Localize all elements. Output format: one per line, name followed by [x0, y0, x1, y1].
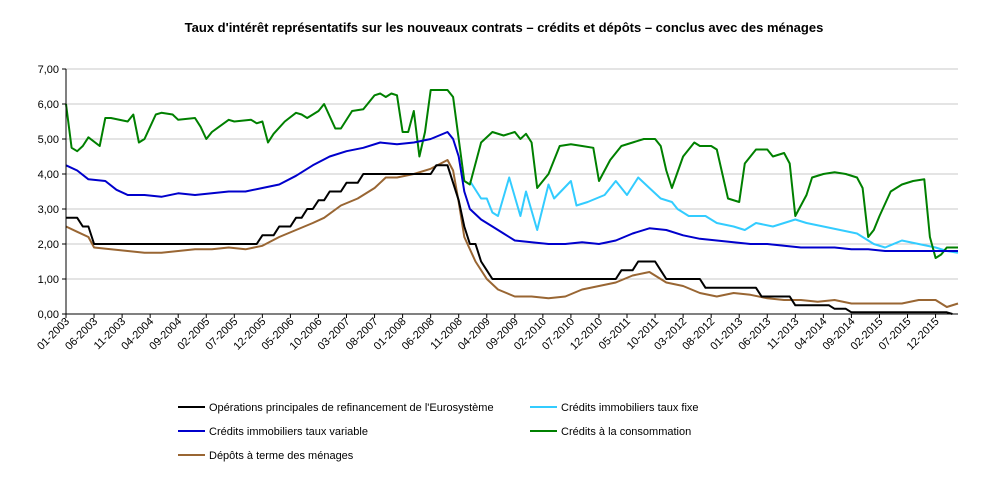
- series-line: [65, 131, 958, 252]
- series-line: [65, 159, 959, 308]
- y-tick-label: 3,00: [38, 204, 59, 216]
- legend-label: Crédits à la consommation: [561, 426, 691, 438]
- chart-title: Taux d'intérêt représentatifs sur les no…: [185, 20, 824, 35]
- series-line: [65, 89, 958, 259]
- y-axis-ticks: 0,00 1,00 2,00 3,00 4,00 5,00 6,00 7,00: [38, 64, 66, 321]
- y-tick-label: 7,00: [38, 64, 59, 76]
- y-tick-label: 0,00: [38, 309, 59, 321]
- series-line: [66, 164, 953, 315]
- y-tick-label: 2,00: [38, 239, 59, 251]
- y-tick-label: 1,00: [38, 274, 59, 286]
- legend-label: Opérations principales de refinancement …: [209, 402, 494, 414]
- legend: Opérations principales de refinancement …: [178, 402, 699, 462]
- legend-label: Crédits immobiliers taux variable: [209, 426, 368, 438]
- x-axis-ticks: 01-200306-200311-200304-200409-200402-20…: [35, 314, 942, 353]
- legend-label: Crédits immobiliers taux fixe: [561, 402, 699, 414]
- series-line: [469, 176, 959, 254]
- y-tick-label: 6,00: [38, 99, 59, 111]
- y-tick-label: 5,00: [38, 134, 59, 146]
- legend-label: Dépôts à terme des ménages: [209, 450, 354, 462]
- series-lines: [65, 89, 959, 315]
- y-tick-label: 4,00: [38, 169, 59, 181]
